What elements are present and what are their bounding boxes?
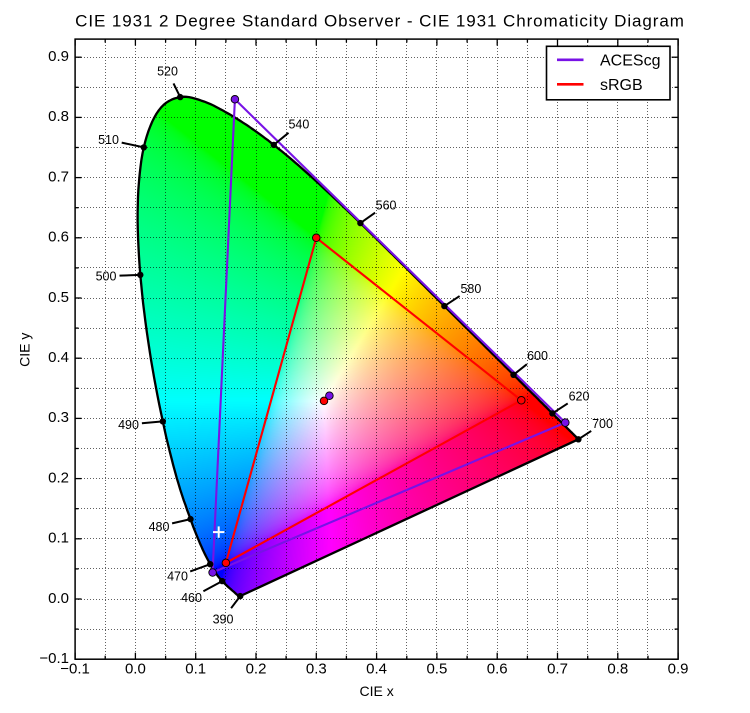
svg-text:0.8: 0.8 xyxy=(607,661,628,678)
svg-text:0.0: 0.0 xyxy=(125,661,146,678)
svg-text:0.0: 0.0 xyxy=(48,590,69,607)
svg-text:490: 490 xyxy=(118,418,139,432)
svg-text:sRGB: sRGB xyxy=(600,77,643,94)
svg-text:470: 470 xyxy=(167,569,188,583)
svg-text:CIE y: CIE y xyxy=(17,333,33,367)
svg-text:0.6: 0.6 xyxy=(487,661,508,678)
svg-text:480: 480 xyxy=(149,520,170,534)
svg-text:0.3: 0.3 xyxy=(306,661,327,678)
svg-text:0.4: 0.4 xyxy=(366,661,387,678)
svg-text:700: 700 xyxy=(592,417,613,431)
svg-text:0.2: 0.2 xyxy=(48,469,69,486)
svg-text:0.5: 0.5 xyxy=(426,661,447,678)
svg-text:CIE x: CIE x xyxy=(359,683,393,699)
svg-text:520: 520 xyxy=(157,65,178,79)
svg-text:0.9: 0.9 xyxy=(668,661,689,678)
svg-text:600: 600 xyxy=(527,349,548,363)
svg-text:540: 540 xyxy=(288,118,309,132)
svg-text:510: 510 xyxy=(98,133,119,147)
svg-text:0.3: 0.3 xyxy=(48,409,69,426)
svg-text:0.8: 0.8 xyxy=(48,108,69,125)
svg-text:500: 500 xyxy=(96,270,117,284)
svg-text:ACEScg: ACEScg xyxy=(600,52,660,69)
svg-text:0.1: 0.1 xyxy=(185,661,206,678)
svg-text:−0.1: −0.1 xyxy=(60,661,90,678)
svg-text:0.7: 0.7 xyxy=(48,168,69,185)
svg-text:CIE 1931 2 Degree Standard Obs: CIE 1931 2 Degree Standard Observer - CI… xyxy=(75,11,685,30)
svg-text:0.9: 0.9 xyxy=(48,48,69,65)
svg-text:0.5: 0.5 xyxy=(48,289,69,306)
svg-text:0.2: 0.2 xyxy=(246,661,267,678)
svg-text:460: 460 xyxy=(181,591,202,605)
svg-text:580: 580 xyxy=(460,282,481,296)
svg-text:0.1: 0.1 xyxy=(48,530,69,547)
svg-text:0.6: 0.6 xyxy=(48,229,69,246)
svg-text:560: 560 xyxy=(376,198,397,212)
svg-text:620: 620 xyxy=(569,389,590,403)
svg-text:390: 390 xyxy=(213,612,234,626)
svg-text:0.7: 0.7 xyxy=(547,661,568,678)
svg-text:−0.1: −0.1 xyxy=(39,650,69,667)
svg-text:0.4: 0.4 xyxy=(48,349,69,366)
